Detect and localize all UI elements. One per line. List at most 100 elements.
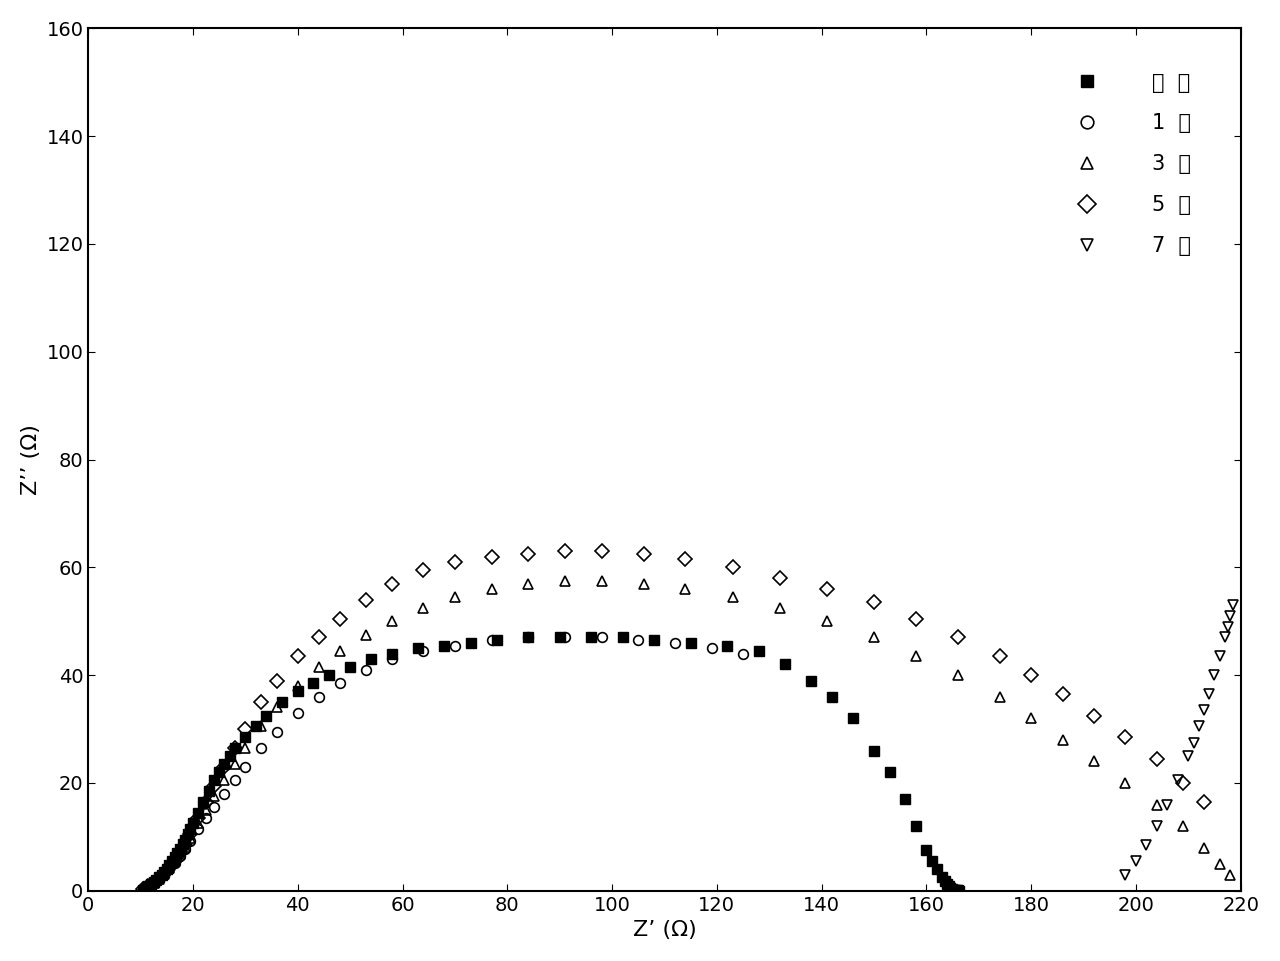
5  天 — [216, 761, 232, 773]
1  天 — [358, 664, 374, 676]
3  天 — [291, 680, 306, 692]
7  天 — [1220, 621, 1235, 632]
7  天 — [1212, 651, 1228, 662]
5  天 — [1197, 796, 1212, 807]
起  始 — [136, 884, 151, 896]
5  天 — [332, 613, 347, 625]
1  天 — [384, 653, 399, 665]
1  天 — [484, 634, 499, 646]
3  天 — [146, 876, 161, 888]
7  天 — [1128, 855, 1143, 867]
7  天 — [1207, 670, 1222, 681]
1  天 — [416, 645, 431, 656]
1  天 — [704, 643, 719, 654]
5  天 — [178, 839, 193, 850]
3  天 — [447, 591, 462, 603]
3  天 — [166, 855, 182, 867]
1  天 — [156, 869, 172, 880]
1  天 — [735, 648, 750, 659]
3  天 — [151, 874, 166, 885]
1  天 — [173, 850, 188, 862]
起  始 — [161, 859, 177, 871]
3  天 — [1087, 755, 1102, 767]
Line: 3  天: 3 天 — [138, 576, 1235, 894]
1  天 — [151, 874, 166, 885]
7  天 — [1149, 821, 1165, 832]
1  天 — [136, 883, 151, 895]
1  天 — [269, 726, 284, 737]
3  天 — [136, 883, 151, 895]
5  天 — [269, 675, 284, 686]
Line: 7  天: 7 天 — [1120, 601, 1238, 879]
7  天 — [1170, 775, 1185, 786]
1  天 — [447, 640, 462, 652]
5  天 — [724, 561, 740, 573]
5  天 — [416, 564, 431, 576]
Legend: 起  始, 1  天, 3  天, 5  天, 7  天: 起 始, 1 天, 3 天, 5 天, 7 天 — [1057, 56, 1207, 273]
1  天 — [238, 761, 253, 773]
3  天 — [724, 591, 740, 603]
起  始 — [180, 828, 196, 840]
5  天 — [146, 876, 161, 888]
3  天 — [269, 702, 284, 713]
1  天 — [253, 742, 269, 753]
3  天 — [557, 575, 572, 586]
1  天 — [183, 835, 198, 847]
5  天 — [191, 812, 206, 824]
3  天 — [992, 691, 1007, 702]
1  天 — [667, 637, 682, 649]
5  天 — [772, 573, 787, 584]
5  天 — [557, 546, 572, 557]
7  天 — [1222, 610, 1238, 622]
1  天 — [631, 634, 646, 646]
3  天 — [156, 868, 172, 879]
Line: 1  天: 1 天 — [138, 632, 748, 894]
5  天 — [484, 551, 499, 562]
起  始 — [751, 645, 767, 656]
起  始 — [646, 634, 662, 646]
3  天 — [358, 628, 374, 640]
3  天 — [772, 602, 787, 613]
3  天 — [1117, 777, 1133, 789]
1  天 — [557, 631, 572, 643]
5  天 — [311, 631, 326, 643]
5  天 — [1117, 731, 1133, 743]
3  天 — [1024, 712, 1039, 724]
3  天 — [161, 862, 177, 874]
5  天 — [206, 780, 221, 792]
7  天 — [1217, 631, 1233, 643]
5  天 — [136, 883, 151, 895]
5  天 — [141, 880, 156, 892]
3  天 — [677, 583, 692, 595]
5  天 — [1055, 688, 1070, 700]
5  天 — [198, 796, 214, 807]
7  天 — [1225, 600, 1240, 611]
5  天 — [677, 554, 692, 565]
5  天 — [636, 548, 652, 559]
3  天 — [253, 721, 269, 732]
3  天 — [183, 832, 198, 844]
5  天 — [384, 578, 399, 589]
5  天 — [1024, 670, 1039, 681]
5  天 — [992, 651, 1007, 662]
5  天 — [228, 742, 243, 753]
起  始 — [463, 637, 479, 649]
1  天 — [146, 876, 161, 888]
3  天 — [178, 841, 193, 852]
Line: 起  始: 起 始 — [138, 632, 964, 896]
1  天 — [311, 691, 326, 702]
3  天 — [384, 615, 399, 627]
5  天 — [1175, 777, 1190, 789]
5  天 — [151, 874, 166, 885]
3  天 — [1222, 869, 1238, 880]
5  天 — [950, 631, 965, 643]
7  天 — [1202, 688, 1217, 700]
7  天 — [1180, 751, 1196, 762]
1  天 — [332, 678, 347, 689]
7  天 — [1185, 737, 1201, 749]
5  天 — [253, 697, 269, 708]
3  天 — [228, 758, 243, 770]
5  天 — [1087, 710, 1102, 722]
5  天 — [238, 724, 253, 735]
1  天 — [594, 631, 609, 643]
